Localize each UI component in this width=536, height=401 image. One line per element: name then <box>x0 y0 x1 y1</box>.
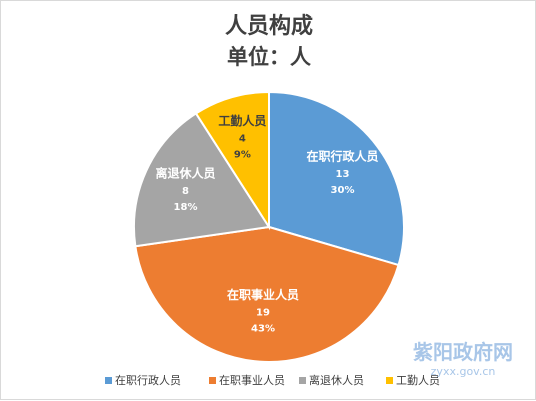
chart-subtitle: 单位：人 <box>227 45 311 69</box>
slice-label-percent-in-service-public: 43% <box>251 324 275 335</box>
legend-swatch-in-service-public <box>209 377 216 384</box>
pie-slice-retired <box>132 112 271 248</box>
watermark: 紫阳政府网 zyxx.gov.cn <box>413 340 513 378</box>
watermark-site-name: 紫阳政府网 <box>413 340 513 364</box>
slice-label-percent-retired: 18% <box>174 202 198 213</box>
slice-labels: 在职行政人员 13 30% 在职事业人员 19 43% 离退休人员 8 18% 工勤人员 4 9% <box>155 113 378 335</box>
pie-slice-in-service-admin <box>268 90 405 267</box>
slice-label-name-in-service-admin: 在职行政人员 <box>306 149 378 164</box>
legend-label-retired: 离退休人员 <box>309 373 364 387</box>
slice-label-percent-in-service-admin: 30% <box>331 185 355 196</box>
chart-legend: 在职行政人员 在职事业人员 离退休人员 工勤人员 <box>105 373 440 387</box>
legend-swatch-in-service-admin <box>105 377 112 384</box>
slice-label-name-retired: 离退休人员 <box>155 165 215 180</box>
slice-label-name-in-service-public: 在职事业人员 <box>227 287 299 302</box>
pie-slice-in-service-public <box>134 225 400 364</box>
slice-label-value-service-worker: 4 <box>239 133 246 144</box>
slice-label-value-retired: 8 <box>182 186 189 197</box>
slice-label-value-in-service-admin: 13 <box>336 169 350 180</box>
legend-swatch-service-worker <box>386 377 393 384</box>
legend-label-service-worker: 工勤人员 <box>396 374 440 387</box>
legend-label-in-service-admin: 在职行政人员 <box>115 373 181 387</box>
pie-slice-service-worker <box>194 90 270 231</box>
legend-swatch-retired <box>299 377 306 384</box>
slice-label-value-in-service-public: 19 <box>256 308 270 319</box>
legend-label-in-service-public: 在职事业人员 <box>219 374 285 387</box>
chart-title: 人员构成 <box>225 13 313 39</box>
watermark-domain: zyxx.gov.cn <box>431 365 496 378</box>
slice-label-percent-service-worker: 9% <box>234 149 251 160</box>
pie-slices <box>132 90 405 364</box>
slice-label-name-service-worker: 工勤人员 <box>218 113 266 128</box>
